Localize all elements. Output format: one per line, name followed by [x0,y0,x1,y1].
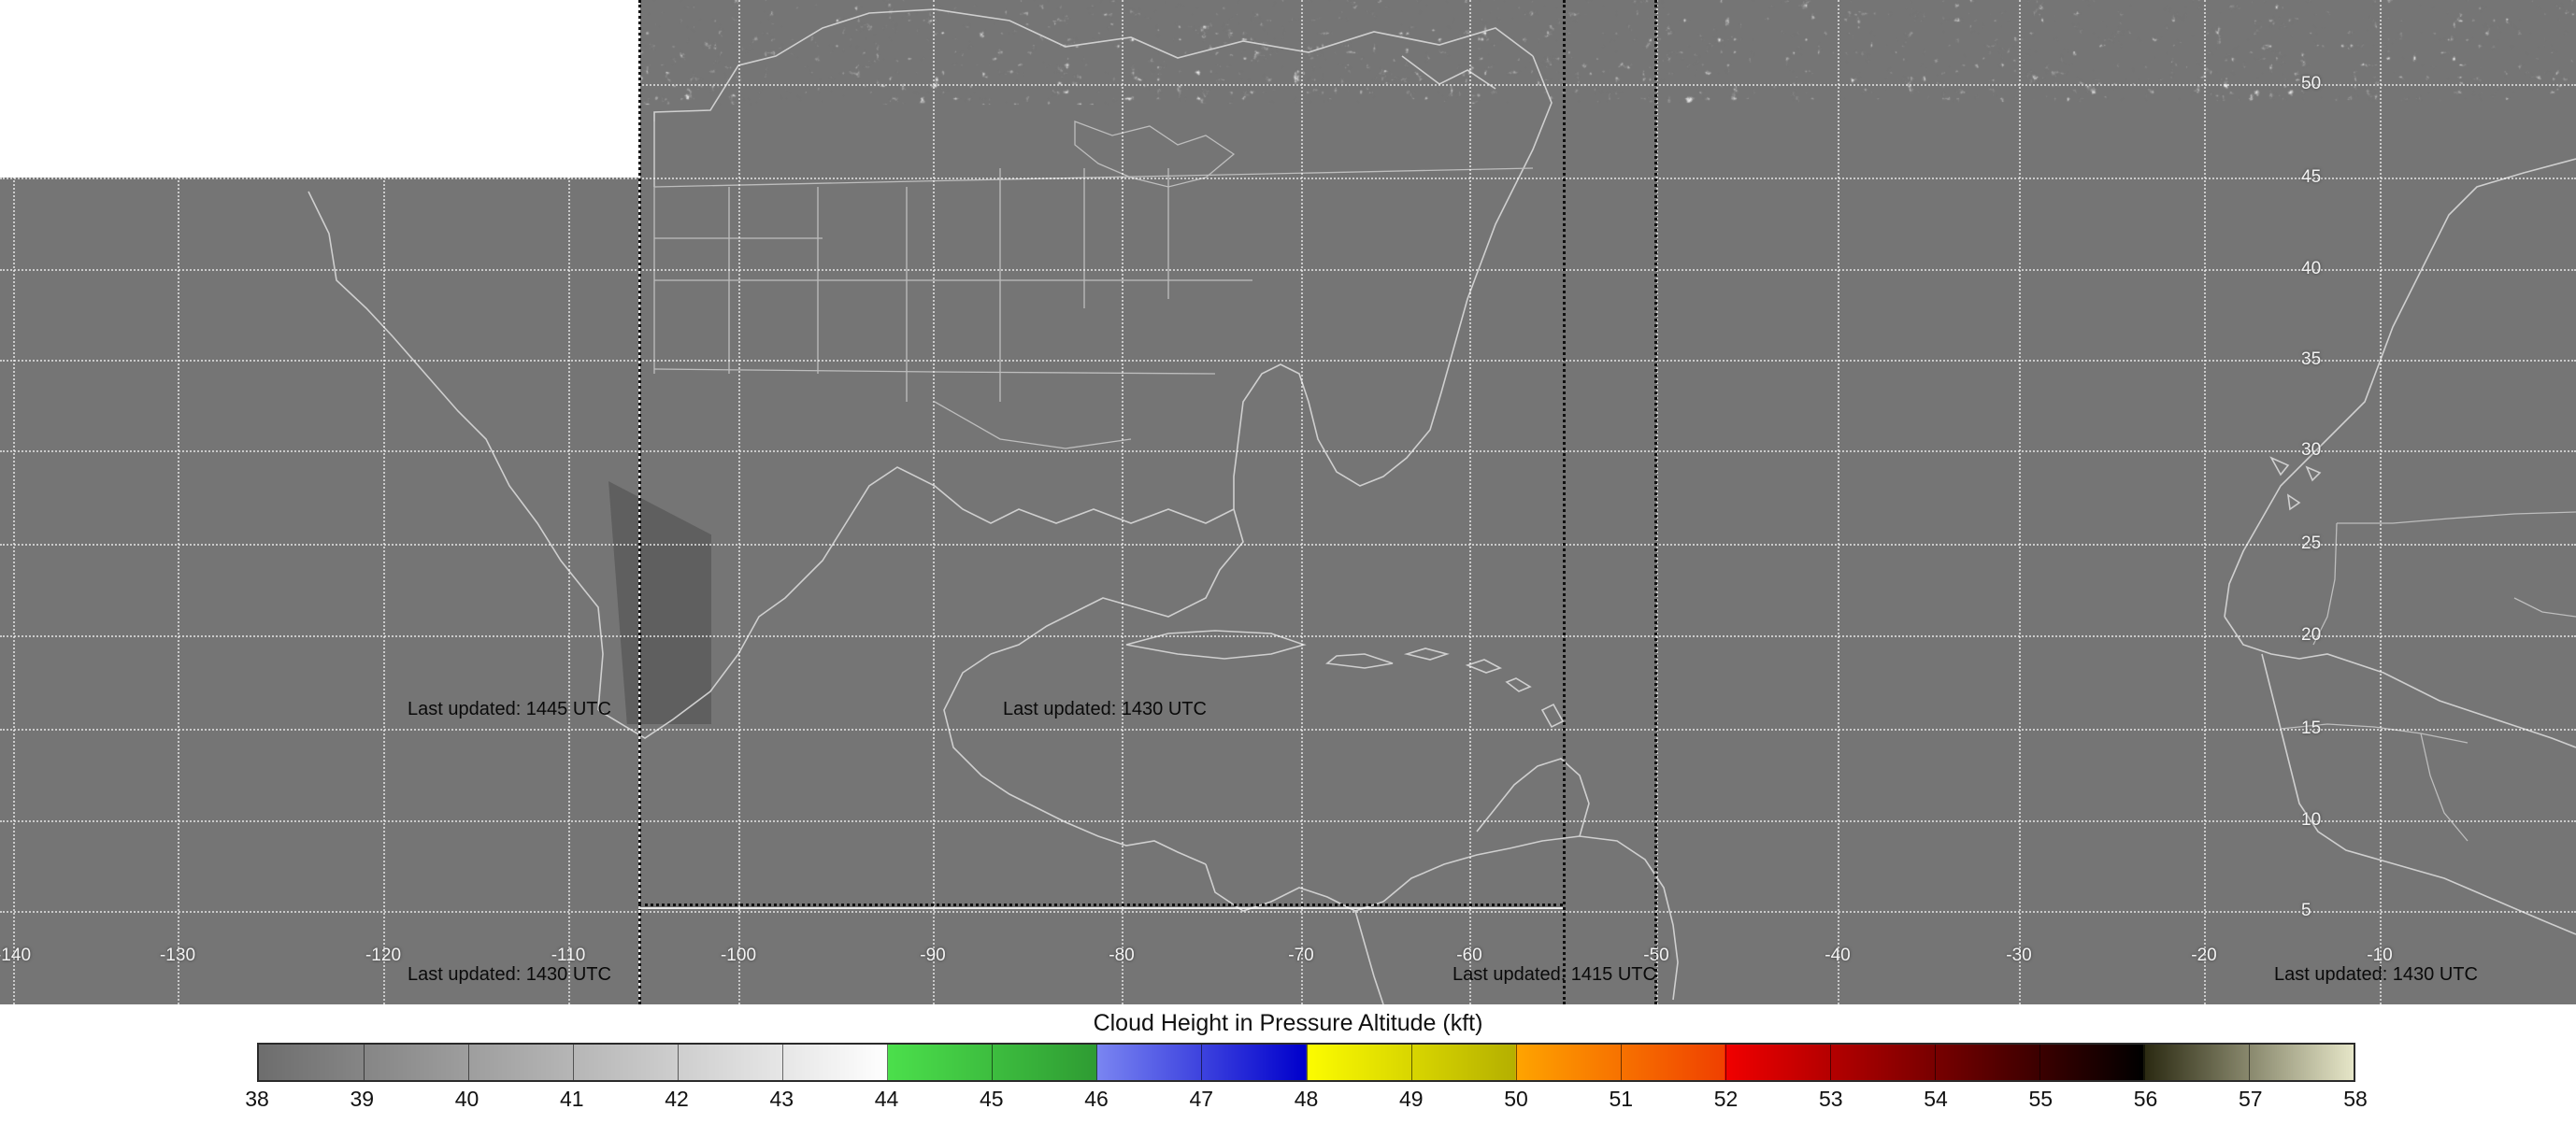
colorbar-tick [2248,1045,2250,1080]
colorbar-tick-label: 41 [559,1087,584,1111]
colorbar-tick-label: 50 [1504,1087,1528,1111]
colorbar-tick [678,1045,680,1080]
colorbar-tick [1620,1045,1622,1080]
lon-label: -60 [1456,946,1482,965]
legend-title: Cloud Height in Pressure Altitude (kft) [1093,1010,1483,1036]
colorbar-legend: Cloud Height in Pressure Altitude (kft) … [0,1004,2576,1124]
colorbar-tick [1515,1045,1517,1080]
lat-label: 45 [2301,167,2322,187]
colorbar-tick [468,1045,470,1080]
colorbar-tick-label: 52 [1713,1087,1739,1111]
sector-boundary-south [638,903,1563,906]
last-updated-label: Last updated: 1430 UTC [408,964,611,985]
lon-label: -130 [159,946,196,965]
colorbar-tick-label: 48 [1294,1087,1319,1111]
colorbar-tick [992,1045,994,1080]
colorbar-tick-label: 40 [454,1087,479,1111]
last-updated-label: Last updated: 1415 UTC [1453,964,1656,985]
colorbar-tick-labels: 38 39 40 41 42 43 44 45 46 47 48 49 50 51 52 53 54 55 56 57… [245,1087,2368,1117]
colorbar-tick [782,1045,784,1080]
lon-label: -20 [2191,946,2217,965]
colorbar-tick-label: 46 [1084,1087,1109,1111]
colorbar-tick [573,1045,575,1080]
colorbar-tick [364,1045,365,1080]
colorbar-tick [1829,1045,1831,1080]
colorbar-tick [1934,1045,1936,1080]
colorbar-tick-label: 44 [874,1087,899,1111]
colorbar-tick [2143,1045,2145,1080]
colorbar-tick-label: 45 [979,1087,1004,1111]
colorbar-tick-label: 57 [2238,1087,2263,1111]
sector-boundary-east [1654,0,1657,1004]
colorbar-tick [2039,1045,2040,1080]
lat-label: 15 [2301,719,2322,738]
sector-boundary-goes-east [638,0,641,1004]
lat-label: 40 [2301,259,2322,278]
lat-label: 30 [2301,440,2322,460]
colorbar-tick-label: 51 [1609,1087,1634,1111]
lon-label: -100 [720,946,757,965]
colorbar-tick [1724,1045,1726,1080]
colorbar-tick-label: 54 [1924,1087,1948,1111]
lon-label: -70 [1288,946,1314,965]
colorbar-tick [1201,1045,1203,1080]
map-canvas[interactable]: -140 -130 -120 -110 -100 -90 -80 -70 -60… [0,0,2576,1004]
no-data-region [0,0,638,178]
coastline-vector-overlay [0,0,2576,1004]
colorbar-tick-label: 53 [1818,1087,1843,1111]
sector-boundary-central [1563,0,1566,1004]
last-updated-label: Last updated: 1430 UTC [2274,964,2478,985]
colorbar-tick-label: 49 [1398,1087,1424,1111]
lon-label: -110 [551,946,586,965]
lon-label: -140 [0,946,32,965]
lon-label: -120 [365,946,402,965]
colorbar-tick [1306,1045,1308,1080]
last-updated-label: Last updated: 1430 UTC [1003,699,1207,719]
lon-label: -80 [1109,946,1135,965]
lat-label: 5 [2301,901,2311,920]
colorbar-tick [1096,1045,1098,1080]
lon-label: -30 [2006,946,2032,965]
last-updated-label: Last updated: 1445 UTC [408,699,611,719]
lat-label: 35 [2301,349,2322,369]
colorbar-tick-label: 38 [245,1087,269,1111]
colorbar-tick-label: 56 [2133,1087,2158,1111]
colorbar-tick-label: 58 [2343,1087,2368,1111]
colorbar-tick-label: 42 [665,1087,689,1111]
lon-label: -50 [1643,946,1669,965]
lat-label: 10 [2301,810,2322,830]
lon-label: -10 [2367,946,2393,965]
sector-boundary-south-solid [638,907,1563,909]
lat-label: 25 [2301,534,2322,553]
lon-label: -40 [1825,946,1851,965]
colorbar-tick-label: 39 [350,1087,375,1111]
colorbar[interactable] [257,1043,2355,1082]
colorbar-tick-label: 55 [2028,1087,2054,1111]
colorbar-tick-label: 43 [769,1087,794,1111]
lon-label: -90 [920,946,946,965]
lat-label: 50 [2301,74,2322,93]
colorbar-tick [887,1045,889,1080]
colorbar-tick [1410,1045,1412,1080]
colorbar-tick-label: 47 [1189,1087,1214,1111]
lat-label: 20 [2301,625,2322,645]
